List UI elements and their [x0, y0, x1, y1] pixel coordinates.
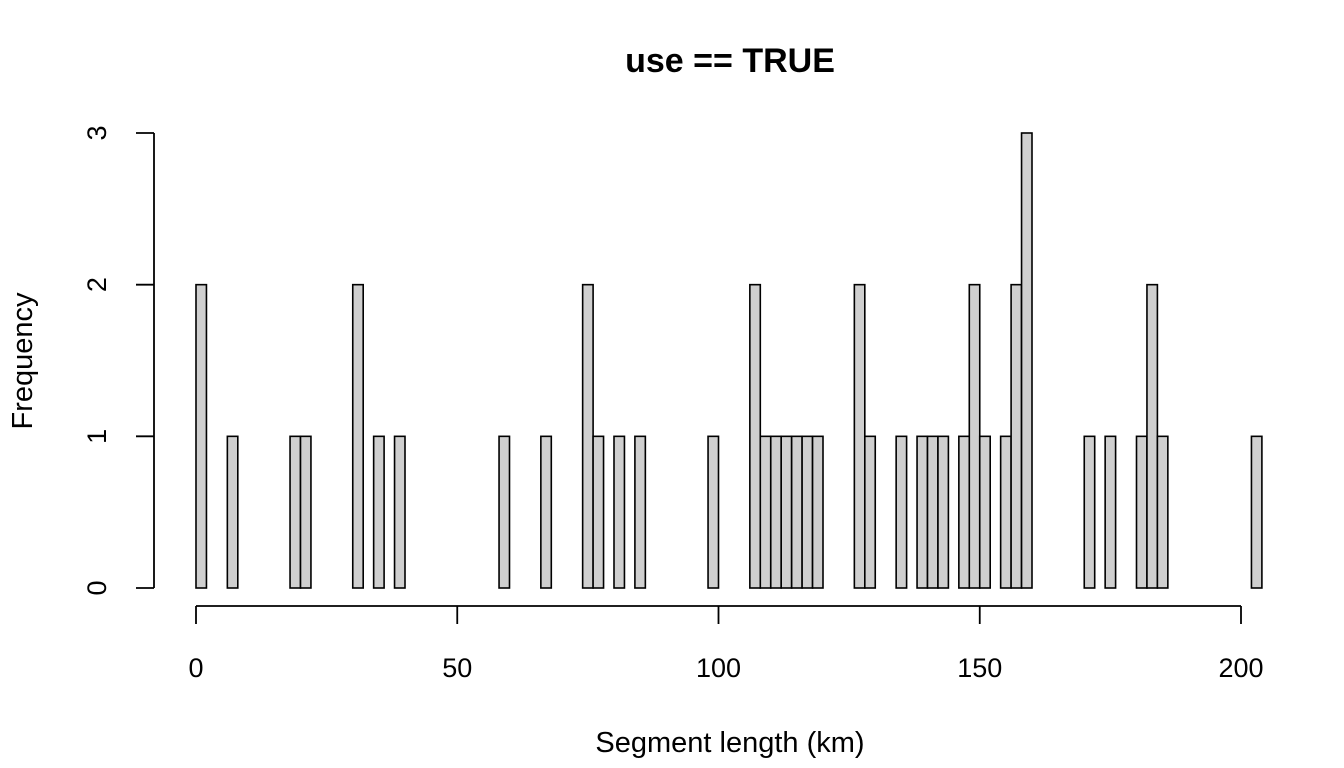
y-tick-label: 0: [82, 580, 112, 595]
histogram-bar: [916, 435, 929, 589]
y-tick-label: 2: [82, 277, 112, 292]
x-axis: 0 50 100 150 200: [188, 605, 1264, 683]
x-tick-label: 200: [1218, 653, 1263, 683]
histogram-bar: [289, 435, 302, 589]
histogram-bar: [1010, 283, 1023, 589]
histogram-bar: [1156, 435, 1169, 589]
bars: [195, 132, 1263, 589]
histogram-bar: [634, 435, 647, 589]
histogram-bar: [999, 435, 1012, 589]
x-axis-label: Segment length (km): [595, 727, 864, 759]
histogram-bar: [393, 435, 406, 589]
y-tick-label: 3: [82, 125, 112, 140]
histogram-bar: [299, 435, 312, 589]
histogram-bar: [195, 283, 208, 589]
histogram-bar: [613, 435, 626, 589]
histogram-bar: [707, 435, 720, 589]
histogram-bar: [790, 435, 803, 589]
y-tick-label: 1: [82, 429, 112, 444]
x-tick-label: 50: [442, 653, 472, 683]
histogram-bar: [749, 283, 762, 589]
histogram-bar: [1020, 132, 1033, 589]
x-tick-label: 0: [188, 653, 203, 683]
histogram-bar: [1104, 435, 1117, 589]
histogram-bar: [372, 435, 385, 589]
histogram-bar: [801, 435, 814, 589]
histogram-bar: [1083, 435, 1096, 589]
histogram-bar: [1250, 435, 1263, 589]
histogram-bar: [926, 435, 939, 589]
histogram-bar: [895, 435, 908, 589]
histogram-bar: [226, 435, 239, 589]
x-tick-label: 150: [957, 653, 1002, 683]
histogram-bar: [759, 435, 772, 589]
histogram-bar: [968, 283, 981, 589]
histogram-bar: [811, 435, 824, 589]
histogram-bar: [351, 283, 364, 589]
histogram-bar: [1135, 435, 1148, 589]
y-axis-label: Frequency: [7, 292, 39, 430]
x-tick-label: 100: [696, 653, 741, 683]
histogram-bar: [769, 435, 782, 589]
histogram-bar: [780, 435, 793, 589]
y-axis: 0 1 2 3: [82, 125, 155, 596]
histogram-bar: [540, 435, 553, 589]
histogram-bar: [978, 435, 991, 589]
histogram-bar: [1146, 283, 1159, 589]
histogram-bar: [498, 435, 511, 589]
histogram-bar: [958, 435, 971, 589]
chart-title: use == TRUE: [625, 42, 835, 80]
histogram-bar: [853, 283, 866, 589]
histogram-bar: [863, 435, 877, 589]
histogram-bar: [581, 283, 594, 589]
histogram-bar: [937, 435, 950, 589]
histogram-bar: [592, 435, 605, 589]
